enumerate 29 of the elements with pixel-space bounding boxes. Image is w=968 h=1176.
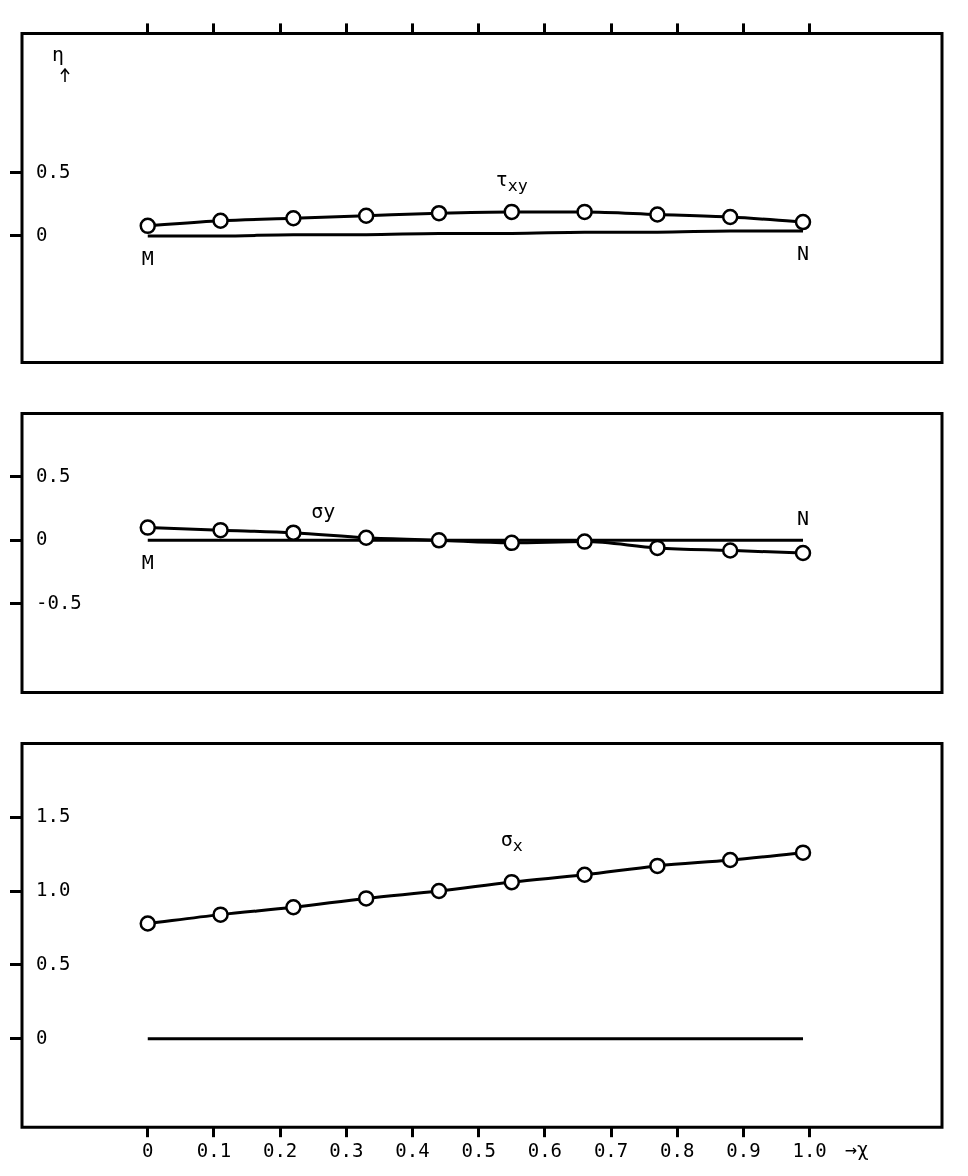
y-tick-label: 0 — [36, 527, 48, 550]
annotation: N — [796, 240, 810, 265]
x-axis-title: →χ — [844, 1137, 869, 1162]
annotation: M — [141, 245, 154, 270]
annotation: M — [141, 550, 154, 575]
y-tick-label: 0.5 — [36, 951, 71, 974]
x-tick-label: 1.0 — [792, 1138, 827, 1161]
y-tick-label: 0.5 — [36, 159, 71, 182]
x-tick-label: 0.1 — [196, 1138, 232, 1161]
x-tick-label: 0.6 — [527, 1138, 563, 1161]
annotation: N — [796, 506, 810, 531]
x-tick-label: 0.5 — [461, 1138, 496, 1161]
y-tick-label: 0 — [36, 1025, 48, 1048]
y-tick-label: 1.5 — [36, 804, 71, 827]
x-tick-label: 0 — [142, 1138, 154, 1161]
y-tick-label: 0.5 — [36, 463, 71, 486]
x-tick-label: 0.7 — [593, 1138, 629, 1161]
x-tick-label: 0.4 — [395, 1138, 430, 1161]
annotation: σy — [311, 498, 336, 523]
y-tick-label: 1.0 — [36, 877, 71, 900]
x-tick-label: 0.2 — [262, 1138, 298, 1161]
annotation: τ$_{xy}$ — [495, 167, 528, 196]
x-tick-label: 0.8 — [660, 1138, 695, 1161]
y-tick-label: 0 — [36, 222, 48, 245]
y-axis-title: η — [52, 41, 65, 66]
y-tick-label: -0.5 — [36, 590, 82, 613]
annotation: σ$_{x}$ — [500, 827, 523, 856]
x-tick-label: 0.9 — [726, 1138, 761, 1161]
x-tick-label: 0.3 — [329, 1138, 364, 1161]
